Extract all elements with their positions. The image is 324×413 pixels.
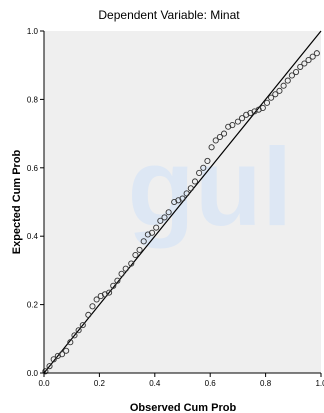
data-point <box>191 178 199 185</box>
data-point <box>161 214 168 221</box>
data-point <box>200 164 207 171</box>
data-point <box>183 190 190 197</box>
data-point <box>75 327 82 334</box>
data-point <box>153 224 160 231</box>
data-point <box>268 94 275 101</box>
axes-layer <box>43 31 321 374</box>
data-point <box>110 282 117 289</box>
data-point <box>204 157 211 165</box>
y-tick-label: 0.6 <box>27 164 39 173</box>
y-tick-label: 0.2 <box>27 301 39 310</box>
data-point <box>114 277 121 284</box>
y-axis-ticks: 0.0 0.2 0.4 0.6 0.8 1.0 <box>27 27 44 378</box>
data-point <box>148 229 156 236</box>
x-tick-label: 0.8 <box>260 379 272 388</box>
reference-line <box>43 30 322 374</box>
data-point <box>212 137 219 144</box>
data-point <box>208 144 215 151</box>
data-point <box>50 356 57 363</box>
data-point <box>220 130 228 137</box>
x-axis-ticks: 0.0 0.2 0.4 0.6 0.8 1.0 <box>38 373 324 388</box>
reference-line-layer <box>43 30 322 374</box>
data-point <box>216 133 223 141</box>
data-point <box>79 322 86 329</box>
data-point <box>301 60 308 67</box>
data-point <box>293 68 300 76</box>
data-point <box>305 57 312 64</box>
x-tick-label: 0.2 <box>94 379 106 388</box>
x-axis-label: Observed Cum Prob <box>130 402 237 413</box>
points-layer <box>42 50 320 375</box>
data-point <box>157 217 164 224</box>
data-point <box>196 169 203 176</box>
data-point <box>263 99 271 106</box>
data-point <box>272 91 279 98</box>
data-point <box>85 311 92 318</box>
data-point <box>313 50 320 57</box>
y-axis-label: Expected Cum Prob <box>11 149 23 254</box>
data-point <box>132 251 139 259</box>
data-point <box>42 368 49 375</box>
data-point <box>276 87 283 94</box>
data-point <box>71 332 78 339</box>
data-point <box>297 63 304 70</box>
x-tick-label: 0.4 <box>149 379 161 388</box>
data-point <box>122 265 129 272</box>
data-point <box>118 270 125 277</box>
chart-title: Dependent Variable: Minat <box>98 8 240 22</box>
data-point <box>280 82 287 89</box>
x-tick-label: 0.6 <box>205 379 217 388</box>
data-point <box>179 195 186 202</box>
data-point <box>234 118 241 125</box>
y-tick-label: 0.0 <box>27 369 39 378</box>
data-point <box>128 260 135 267</box>
data-point <box>58 351 66 358</box>
data-point <box>93 296 100 303</box>
y-tick-label: 0.8 <box>27 95 39 104</box>
data-point <box>239 115 246 122</box>
y-tick-label: 1.0 <box>27 27 39 36</box>
data-point <box>140 238 147 245</box>
data-point <box>136 246 143 253</box>
data-point <box>229 122 236 129</box>
data-point <box>106 289 113 296</box>
data-point <box>288 72 295 79</box>
data-point <box>165 209 172 216</box>
data-point <box>259 104 266 111</box>
watermark: gul <box>128 126 293 249</box>
data-point <box>187 185 194 192</box>
x-tick-label: 1.0 <box>315 379 324 388</box>
x-tick-label: 0.0 <box>38 379 50 388</box>
y-tick-label: 0.4 <box>27 232 39 241</box>
data-point <box>46 363 53 370</box>
data-point <box>67 339 74 346</box>
data-point <box>309 53 316 60</box>
data-point <box>284 77 291 84</box>
data-point <box>89 303 96 310</box>
data-point <box>63 347 70 354</box>
